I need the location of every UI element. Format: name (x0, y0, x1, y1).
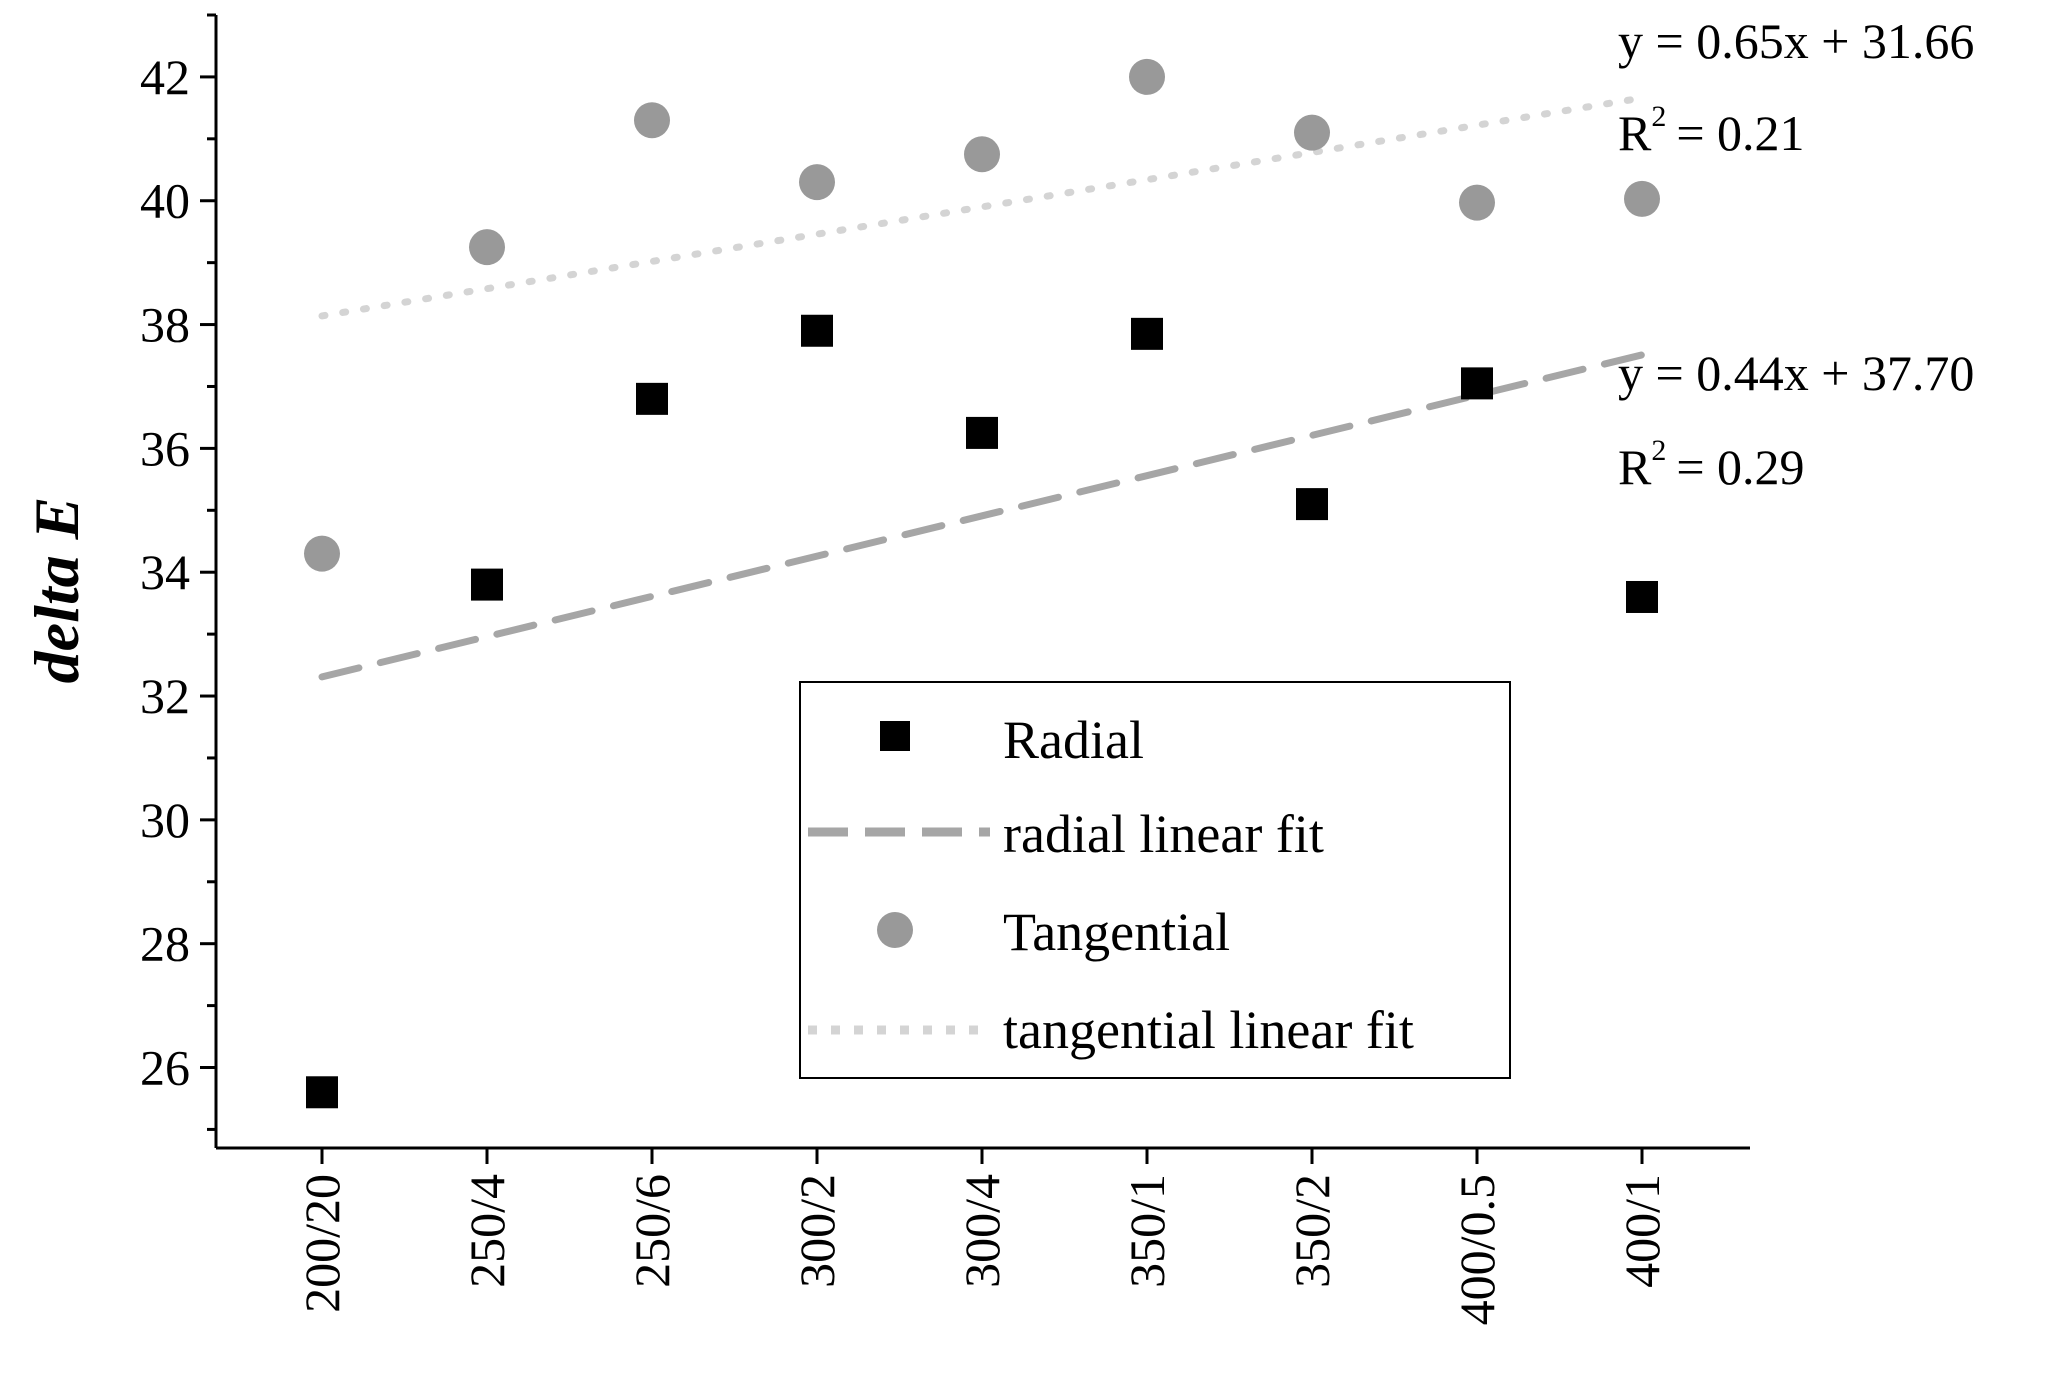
radial-point (1626, 580, 1658, 613)
y-tick-label: 26 (140, 1040, 190, 1096)
y-tick-label: 32 (140, 668, 190, 724)
y-tick-label: 38 (140, 297, 190, 353)
legend: Radial radial linear fit Tangential tang… (799, 681, 1511, 1079)
radial-point (1461, 367, 1493, 400)
legend-tangential-label: Tangential (1003, 902, 1230, 962)
radial-point (306, 1076, 338, 1109)
y-tick-label: 40 (140, 173, 190, 229)
legend-radial-label: Radial (1003, 710, 1144, 770)
radial-fit-line (318, 351, 1646, 681)
radial-point (636, 382, 668, 415)
x-tick-label: 250/4 (459, 1174, 515, 1288)
radial-point (1131, 317, 1163, 350)
tangential-point (1624, 180, 1660, 217)
radial-point (801, 314, 833, 347)
radial-fit-annotation: y = 0.44x + 37.70 R2 = 0.29 (1618, 345, 1974, 495)
legend-box (799, 681, 1511, 1079)
radial-point (1296, 488, 1328, 521)
radial-fit-equation: y = 0.44x + 37.70 (1618, 345, 1974, 401)
x-tick-label: 300/2 (789, 1174, 845, 1288)
y-axis-label: delta E (21, 497, 92, 684)
y-tick-label: 36 (140, 420, 190, 476)
radial-r2-sup: 2 (1651, 434, 1666, 467)
x-tick-label: 350/1 (1119, 1174, 1175, 1288)
tangential-fit-equation: y = 0.65x + 31.66 (1618, 13, 1974, 69)
radial-point (966, 416, 998, 449)
x-tick-label: 350/2 (1284, 1174, 1340, 1288)
tangential-point (1459, 184, 1495, 221)
legend-radial-marker (880, 721, 910, 751)
tangential-r2-sup: 2 (1651, 100, 1666, 133)
x-tick-label: 250/6 (624, 1174, 680, 1288)
tangential-fit-r2: R2 = 0.21 (1618, 100, 1805, 161)
legend-tangential-fit-label: tangential linear fit (1003, 1000, 1414, 1060)
tangential-point (304, 535, 340, 572)
y-tick-label: 34 (140, 544, 190, 600)
legend-tangential-marker (877, 912, 913, 948)
y-tick-label: 28 (140, 916, 190, 972)
x-ticks: 200/20 250/4 250/6 300/2 300/4 350/1 350/2 400/… (294, 1148, 1670, 1325)
tangential-point (469, 229, 505, 266)
tangential-fit-annotation: y = 0.65x + 31.66 R2 = 0.21 (1618, 13, 1974, 161)
tangential-point (634, 102, 670, 139)
legend-radial-fit-label: radial linear fit (1003, 804, 1324, 864)
x-tick-label: 300/4 (954, 1174, 1010, 1288)
radial-r2-value: = 0.29 (1676, 439, 1804, 495)
tangential-fit-line (318, 94, 1646, 320)
tangential-point (1294, 114, 1330, 151)
radial-point (471, 568, 503, 601)
x-tick-label: 400/0.5 (1449, 1174, 1505, 1325)
tangential-r2-value: = 0.21 (1676, 105, 1804, 161)
tangential-point (799, 164, 835, 201)
radial-r2-label: R (1618, 439, 1652, 495)
tangential-r2-label: R (1618, 105, 1652, 161)
x-tick-label: 200/20 (294, 1174, 350, 1313)
y-ticks: 26 28 30 32 34 36 38 40 42 (140, 13, 216, 1131)
y-tick-label: 30 (140, 792, 190, 848)
radial-fit-r2: R2 = 0.29 (1618, 434, 1805, 495)
tangential-point (1129, 58, 1165, 95)
data-points (304, 58, 1660, 1109)
tangential-point (964, 136, 1000, 173)
y-tick-label: 42 (140, 49, 190, 105)
x-tick-label: 400/1 (1614, 1174, 1670, 1288)
fit-lines (318, 94, 1646, 681)
